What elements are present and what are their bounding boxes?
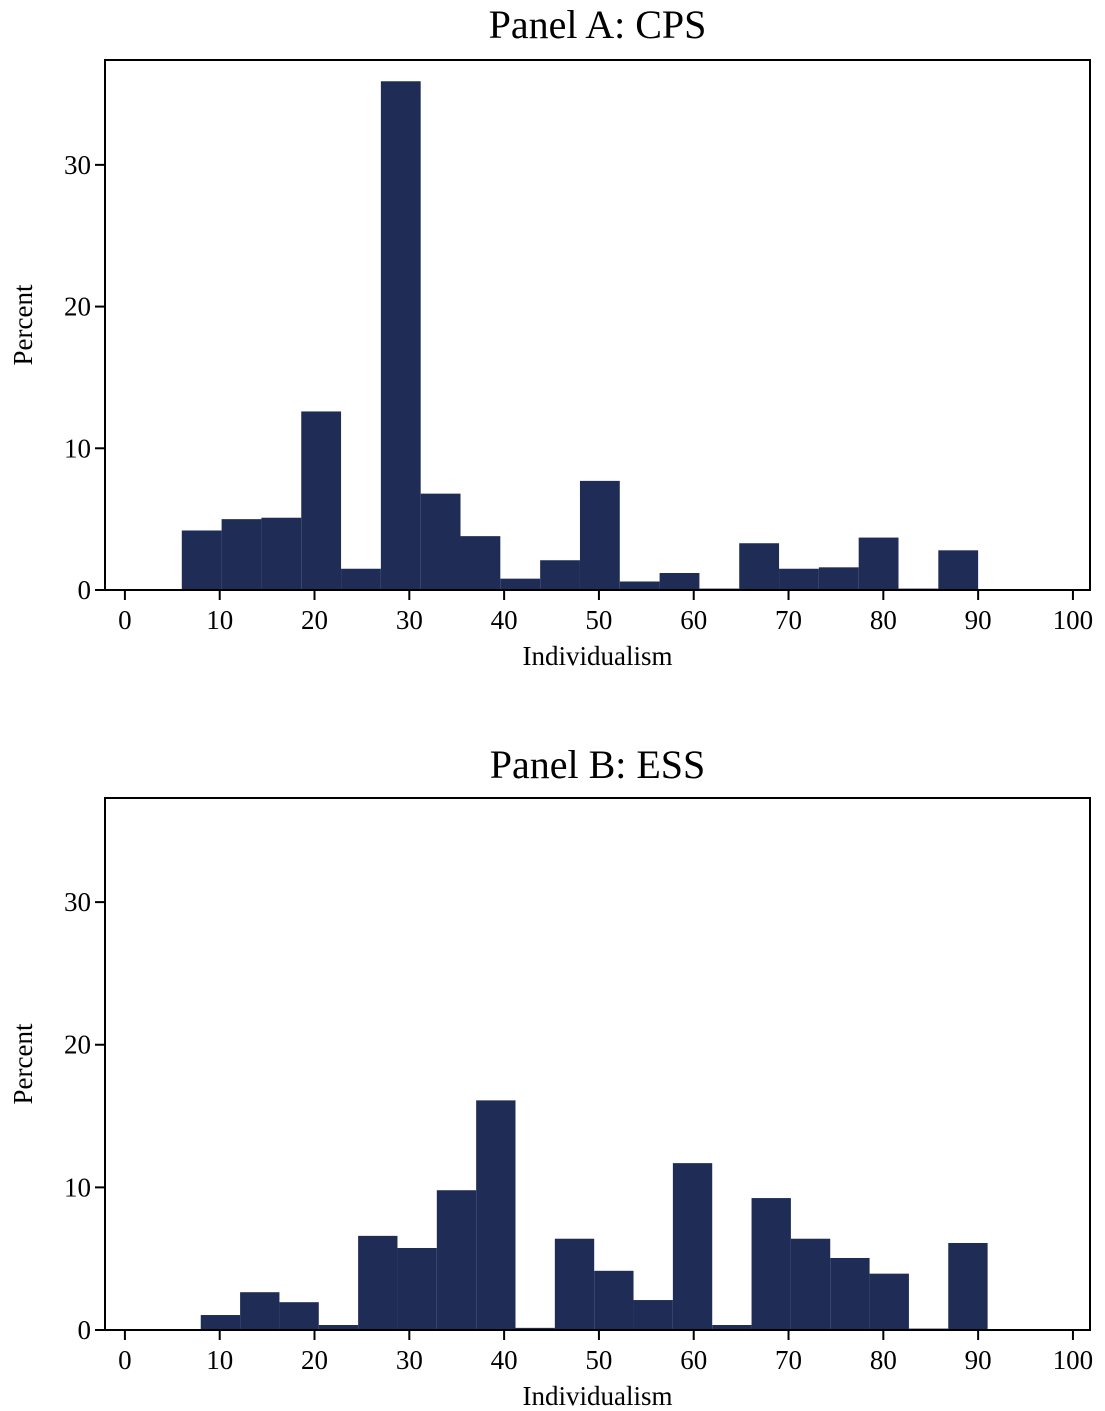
y-tick-label: 30: [64, 150, 91, 180]
x-tick-label: 100: [1053, 605, 1094, 635]
bar: [240, 1292, 280, 1330]
bar: [672, 1163, 713, 1330]
bar: [500, 578, 541, 590]
bar: [436, 1190, 477, 1330]
y-tick-label: 20: [64, 1030, 91, 1060]
bar: [476, 1100, 516, 1330]
bar: [818, 567, 859, 590]
x-tick-label: 20: [301, 605, 328, 635]
plot-frame: [104, 797, 1091, 1331]
bar: [830, 1257, 870, 1330]
bar: [221, 519, 262, 590]
x-tick-label: 30: [396, 605, 423, 635]
x-tick-label: 0: [118, 605, 132, 635]
x-tick-label: 50: [585, 1345, 612, 1375]
bar: [540, 560, 580, 590]
chart-title: Panel A: CPS: [489, 2, 707, 47]
x-tick-label: 60: [680, 1345, 707, 1375]
bar: [200, 1315, 241, 1330]
x-tick-label: 60: [680, 605, 707, 635]
y-tick-label: 20: [64, 292, 91, 322]
x-tick-label: 50: [585, 605, 612, 635]
bar: [739, 543, 780, 590]
bar: [948, 1242, 988, 1330]
x-tick-label: 90: [965, 605, 992, 635]
x-tick-label: 20: [301, 1345, 328, 1375]
x-tick-label: 100: [1053, 1345, 1094, 1375]
bar: [181, 530, 222, 590]
plot-frame: [104, 59, 1091, 591]
y-axis-label: Percent: [8, 284, 38, 365]
bar: [659, 572, 700, 590]
y-tick-label: 30: [64, 887, 91, 917]
bar: [358, 1235, 398, 1330]
bar: [460, 536, 501, 590]
bar: [301, 411, 342, 590]
x-tick-label: 80: [870, 605, 897, 635]
bar: [633, 1300, 673, 1330]
y-tick-label: 10: [64, 433, 91, 463]
y-tick-label: 0: [78, 575, 92, 605]
bar: [779, 568, 819, 590]
bar: [420, 493, 461, 590]
bar: [397, 1247, 437, 1330]
bar: [790, 1238, 831, 1330]
x-tick-label: 40: [491, 605, 518, 635]
bar: [594, 1270, 634, 1330]
x-tick-label: 70: [775, 1345, 802, 1375]
bar: [751, 1198, 791, 1330]
bar: [712, 1325, 752, 1330]
x-tick-label: 90: [965, 1345, 992, 1375]
bar: [341, 568, 381, 590]
bar: [858, 537, 899, 590]
bar: [380, 81, 421, 590]
bar: [579, 480, 620, 590]
bar: [619, 581, 660, 590]
x-tick-label: 70: [775, 605, 802, 635]
bar: [515, 1327, 555, 1330]
y-tick-label: 10: [64, 1172, 91, 1202]
x-tick-label: 40: [491, 1345, 518, 1375]
chart-title: Panel B: ESS: [490, 742, 706, 787]
bar: [869, 1273, 909, 1330]
x-axis-label: Individualism: [523, 1381, 673, 1411]
bar: [554, 1238, 595, 1330]
x-tick-label: 10: [206, 1345, 233, 1375]
bar: [279, 1302, 319, 1330]
x-tick-label: 10: [206, 605, 233, 635]
bar: [318, 1325, 359, 1330]
y-tick-label: 0: [78, 1315, 92, 1345]
x-tick-label: 80: [870, 1345, 897, 1375]
x-axis-label: Individualism: [523, 641, 673, 671]
x-tick-label: 30: [396, 1345, 423, 1375]
x-tick-label: 0: [118, 1345, 132, 1375]
bar: [938, 550, 979, 590]
y-axis-label: Percent: [8, 1023, 38, 1104]
bar: [261, 517, 302, 590]
